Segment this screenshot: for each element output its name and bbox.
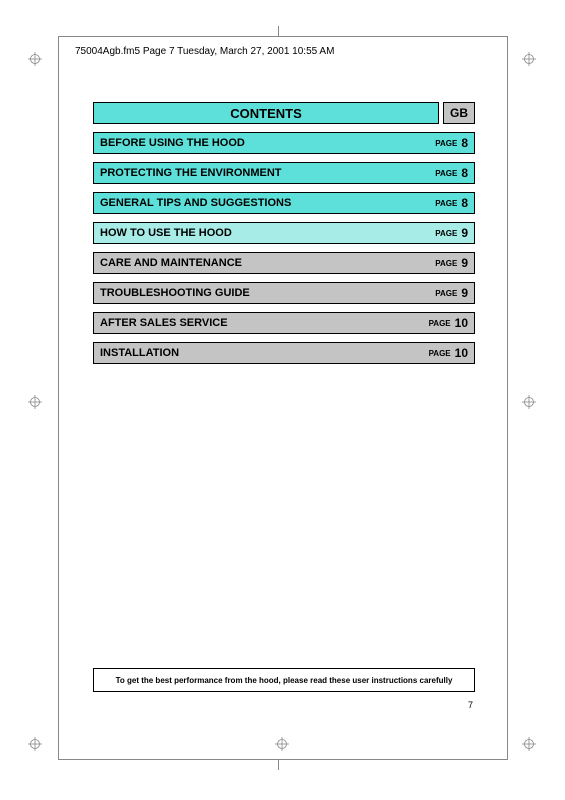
language-box: GB [443, 102, 475, 124]
toc-page-number: 10 [455, 346, 468, 360]
contents-label: CONTENTS [230, 106, 302, 121]
crop-tick [278, 760, 279, 770]
toc-title: PROTECTING THE ENVIRONMENT [100, 167, 435, 179]
toc-page-label: PAGE [435, 169, 457, 178]
registration-mark-icon [28, 52, 42, 66]
registration-mark-icon [28, 737, 42, 751]
registration-mark-icon [522, 737, 536, 751]
toc-page-number: 9 [461, 226, 468, 240]
toc-title: GENERAL TIPS AND SUGGESTIONS [100, 197, 435, 209]
toc-page-number: 8 [461, 166, 468, 180]
toc-row: PROTECTING THE ENVIRONMENTPAGE 8 [93, 162, 475, 184]
toc-page-label: PAGE [435, 289, 457, 298]
toc-page-number: 10 [455, 316, 468, 330]
registration-mark-icon [275, 737, 289, 751]
registration-mark-icon [28, 395, 42, 409]
language-code: GB [450, 106, 468, 120]
page: 75004Agb.fm5 Page 7 Tuesday, March 27, 2… [0, 0, 565, 800]
toc-page-number: 8 [461, 136, 468, 150]
toc-page-label: PAGE [435, 199, 457, 208]
toc-title: HOW TO USE THE HOOD [100, 227, 435, 239]
registration-mark-icon [522, 52, 536, 66]
toc-page-label: PAGE [435, 259, 457, 268]
toc-page-label: PAGE [429, 349, 451, 358]
contents-title-bar: CONTENTS [93, 102, 439, 124]
toc-page-number: 9 [461, 256, 468, 270]
toc-title: AFTER SALES SERVICE [100, 317, 429, 329]
table-of-contents: BEFORE USING THE HOODPAGE8PROTECTING THE… [93, 132, 475, 364]
toc-row: INSTALLATIONPAGE 10 [93, 342, 475, 364]
toc-page-label: PAGE [435, 139, 457, 148]
toc-title: TROUBLESHOOTING GUIDE [100, 287, 435, 299]
toc-row: AFTER SALES SERVICEPAGE 10 [93, 312, 475, 334]
crop-tick [278, 26, 279, 36]
toc-page-number: 8 [461, 196, 468, 210]
toc-title: BEFORE USING THE HOOD [100, 137, 435, 149]
toc-row: HOW TO USE THE HOODPAGE 9 [93, 222, 475, 244]
file-header: 75004Agb.fm5 Page 7 Tuesday, March 27, 2… [75, 46, 334, 57]
toc-row: TROUBLESHOOTING GUIDEPAGE 9 [93, 282, 475, 304]
toc-page-label: PAGE [435, 229, 457, 238]
toc-page-label: PAGE [429, 319, 451, 328]
toc-row: BEFORE USING THE HOODPAGE 8 [93, 132, 475, 154]
toc-row: CARE AND MAINTENANCEPAGE 9 [93, 252, 475, 274]
toc-page-number: 9 [461, 286, 468, 300]
page-number: 7 [468, 700, 473, 710]
toc-row: GENERAL TIPS AND SUGGESTIONSPAGE 8 [93, 192, 475, 214]
content-block: CONTENTS GB BEFORE USING THE HOODPAGE8PR… [93, 102, 475, 364]
registration-mark-icon [522, 395, 536, 409]
footer-note-text: To get the best performance from the hoo… [116, 676, 453, 685]
toc-title: CARE AND MAINTENANCE [100, 257, 435, 269]
footer-note: To get the best performance from the hoo… [93, 668, 475, 692]
header-row: CONTENTS GB [93, 102, 475, 124]
toc-title: INSTALLATION [100, 347, 429, 359]
